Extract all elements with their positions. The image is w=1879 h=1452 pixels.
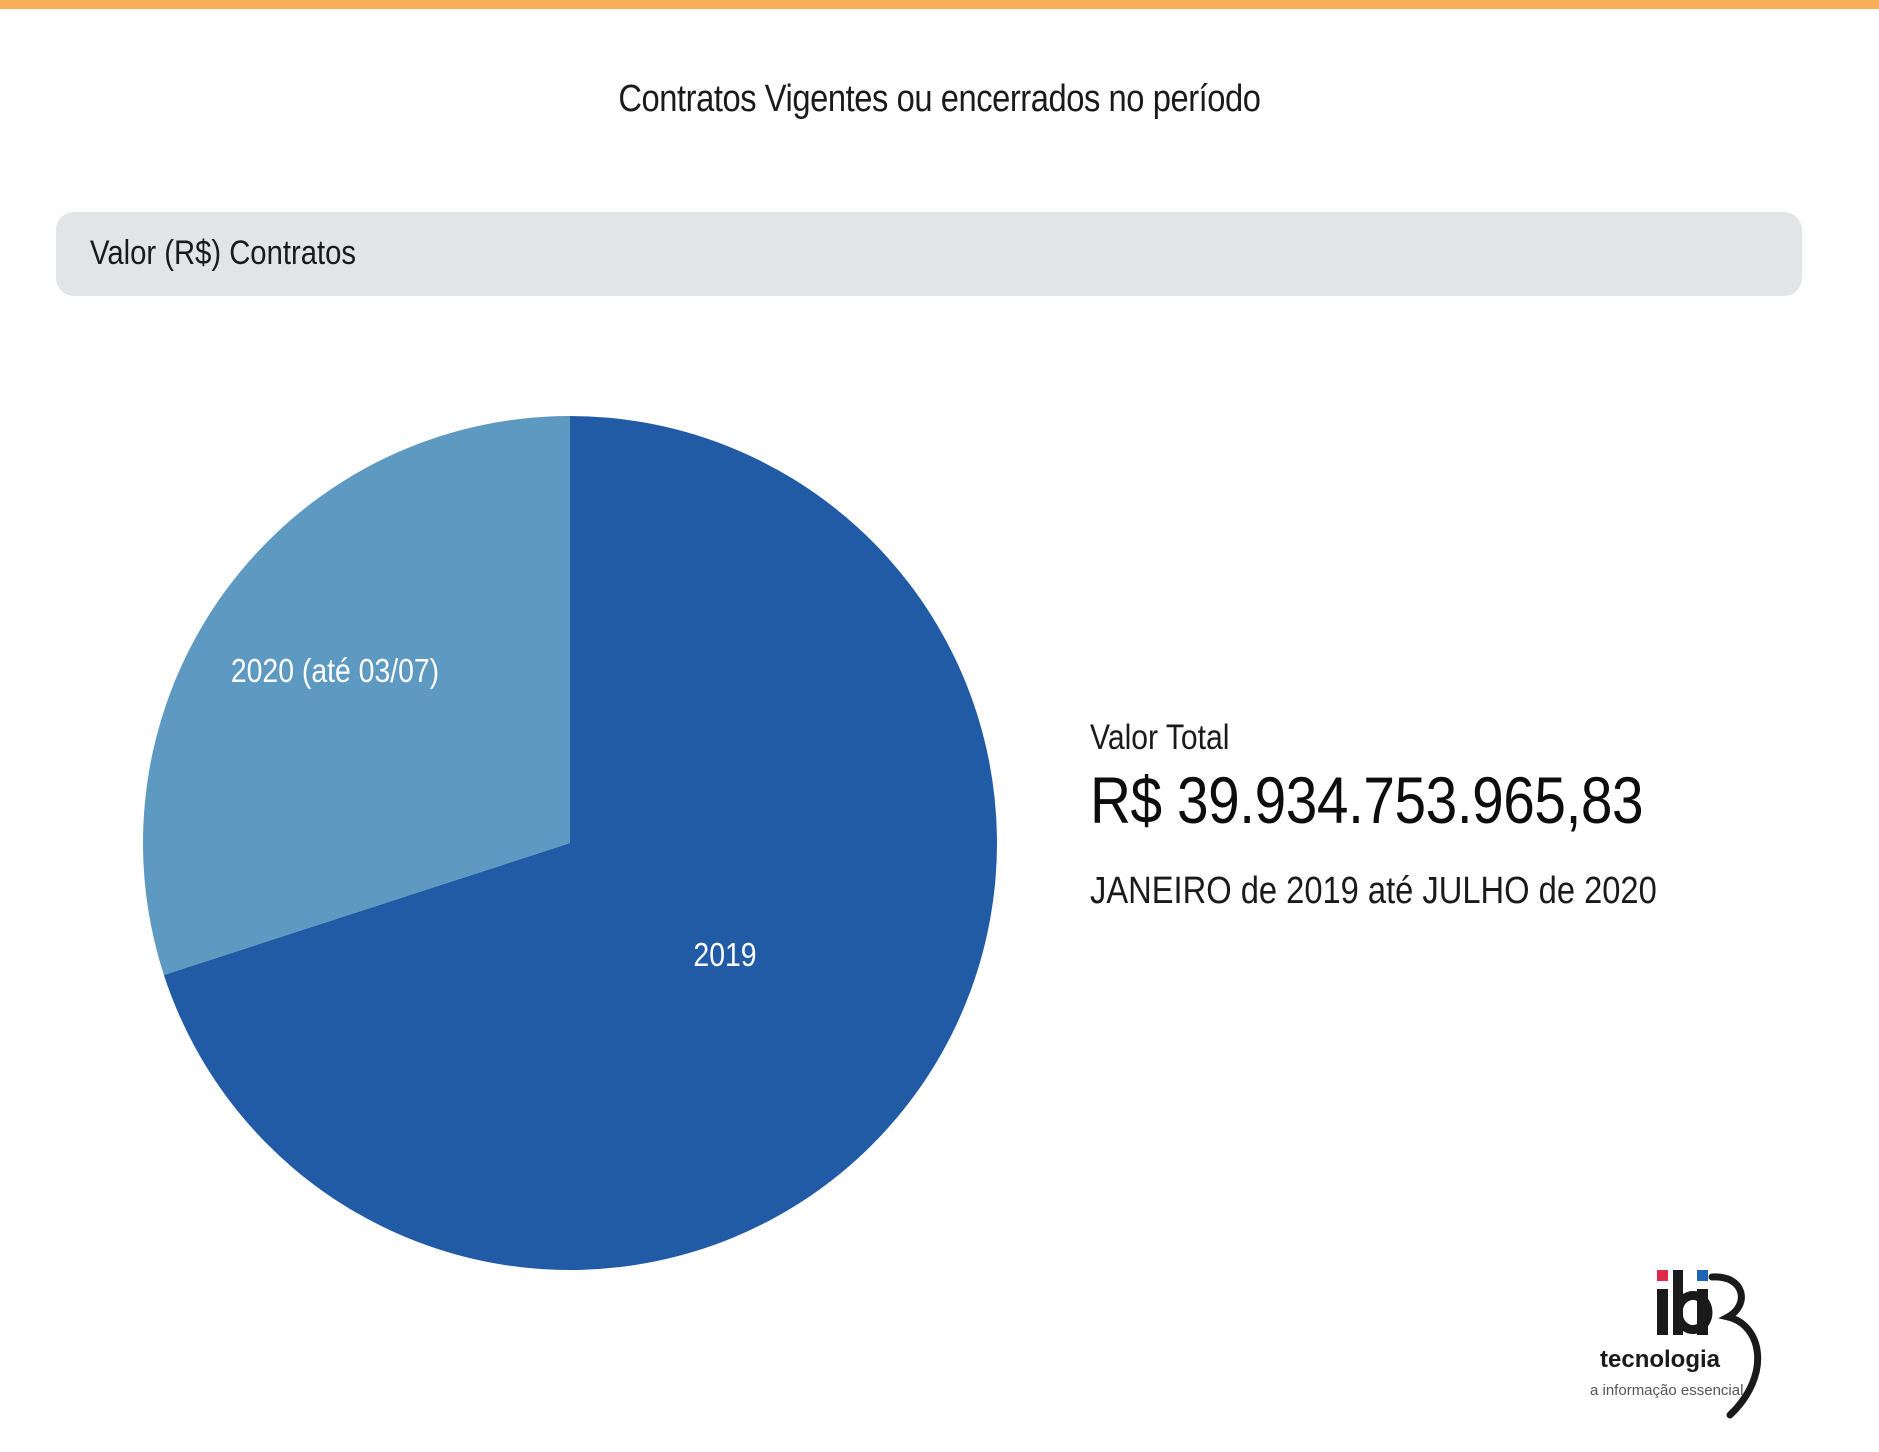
section-header-bar: Valor (R$) Contratos bbox=[56, 212, 1802, 296]
period-text: JANEIRO de 2019 até JULHO de 2020 bbox=[1090, 870, 1657, 912]
pie-slice-2020 bbox=[142, 416, 570, 975]
logo-dot-red bbox=[1657, 1270, 1668, 1281]
logo-tagline-main: tecnologia bbox=[1600, 1346, 1721, 1373]
page-title: Contratos Vigentes ou encerrados no perí… bbox=[618, 78, 1261, 120]
logo-tagline-sub: a informação essencial bbox=[1590, 1382, 1743, 1399]
top-accent-rule bbox=[0, 0, 1879, 9]
logo-dot-blue bbox=[1697, 1270, 1708, 1281]
total-label: Valor Total bbox=[1090, 718, 1230, 757]
pie-slice-label: 2020 (até 03/07) bbox=[230, 652, 440, 690]
ibi-tecnologia-logo: tecnologia a informação essencial ibi bbox=[1590, 1270, 1761, 1419]
summary-panel: Valor Total R$ 39.934.753.965,83 JANEIRO… bbox=[1090, 718, 1749, 913]
pie-slice-label: 2019 bbox=[693, 935, 758, 973]
pie-slice-2019 bbox=[163, 416, 997, 1270]
section-label: Valor (R$) Contratos bbox=[90, 234, 356, 272]
total-value: R$ 39.934.753.965,83 bbox=[1090, 763, 1644, 837]
